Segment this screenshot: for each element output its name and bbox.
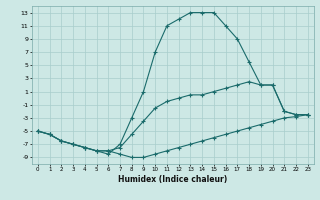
X-axis label: Humidex (Indice chaleur): Humidex (Indice chaleur) <box>118 175 228 184</box>
